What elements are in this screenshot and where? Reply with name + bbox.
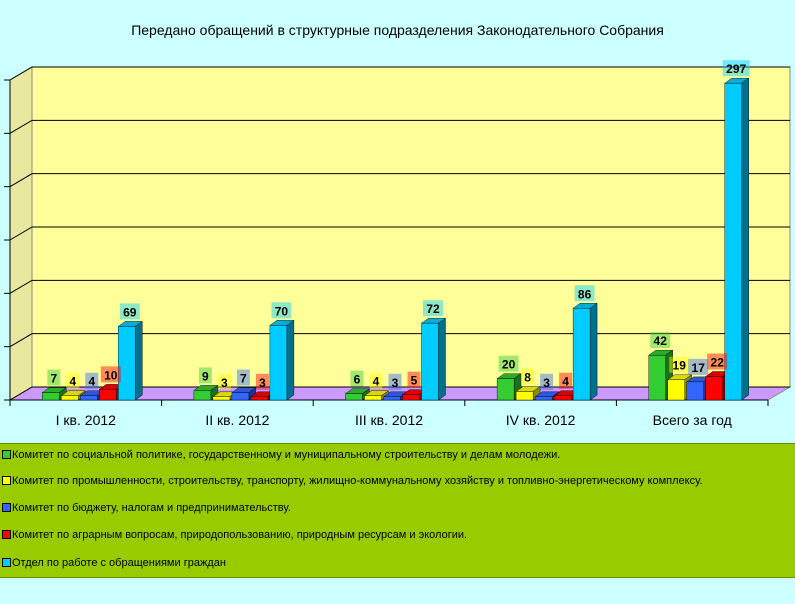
data-label-text: 6 [354,373,361,387]
data-label-text: 5 [411,374,418,388]
data-label: 3 [540,373,554,390]
data-label-text: 42 [654,334,668,348]
bar [724,77,750,401]
gridline [9,226,790,241]
data-label: 8 [521,368,535,385]
data-label: 7 [236,369,250,386]
gridline [9,66,790,81]
data-label-text: 4 [562,375,569,389]
x-tick-label: IV кв. 2012 [506,412,576,428]
legend-label: Комитет по промышленности, строительству… [12,475,703,487]
data-label: 3 [255,373,269,390]
data-label-text: 10 [104,368,118,382]
data-label: 17 [688,358,709,375]
data-label-text: 17 [692,361,706,375]
data-label-text: 3 [221,376,228,390]
gridlines [4,66,790,406]
data-label: 22 [707,353,728,370]
data-label: 4 [66,372,80,389]
data-label-text: 22 [711,356,725,370]
data-label: 7 [47,369,61,386]
data-label: 10 [100,366,121,383]
data-label-text: 4 [373,375,380,389]
data-label: 72 [423,300,443,317]
bar [117,321,143,401]
data-label: 9 [198,367,212,384]
data-label-text: 3 [259,376,266,390]
data-label: 20 [498,355,519,372]
legend-swatch [2,503,11,512]
gridline [9,333,790,348]
bars [41,77,750,401]
x-tick-labels: I кв. 2012 II кв. 2012 III кв. 2012 IV кв. … [56,412,732,428]
data-label-text: 86 [578,287,592,301]
legend-swatch [2,558,11,567]
legend-swatch [2,530,11,539]
bar [363,390,390,401]
data-label-text: 297 [726,62,746,76]
data-label: 70 [271,302,292,319]
data-label: 4 [369,372,383,389]
gridline [9,173,790,188]
gridline [9,119,790,134]
chart-title: Передано обращений в структурные подразд… [131,22,664,38]
data-label-text: 19 [673,359,687,373]
legend-swatch [2,476,11,485]
legend-swatch [2,450,11,459]
bar [515,386,541,401]
data-label: 5 [407,371,421,388]
data-label: 86 [574,285,595,302]
bar [41,387,67,401]
x-tick-label: Всего за год [653,412,732,428]
gridline [9,279,790,294]
data-label: 4 [85,372,99,389]
data-label-text: 4 [88,375,95,389]
data-label: 69 [119,303,140,320]
legend-label: Отдел по работе с обращениями граждан [12,557,226,569]
data-label: 3 [217,373,231,390]
x-tick-label: III кв. 2012 [355,412,423,428]
data-label-text: 8 [524,370,531,384]
data-label: 42 [650,332,671,349]
data-label-text: 7 [240,372,247,386]
data-label: 19 [669,356,690,373]
data-label-text: 3 [543,376,550,390]
data-label-text: 72 [426,302,440,316]
bar [344,388,371,401]
bar [269,319,295,401]
legend-label: Комитет по бюджету, налогам и предприним… [12,502,291,514]
bar [420,317,447,401]
data-label: 3 [388,373,402,390]
data-label-text: 7 [50,372,57,386]
data-label-text: 20 [502,358,516,372]
x-tick-label: I кв. 2012 [56,412,116,428]
data-label: 4 [559,372,573,389]
bar [572,302,598,401]
data-label: 297 [722,60,750,77]
data-label: 6 [350,370,364,387]
data-label-text: 70 [275,304,289,318]
data-label-text: 69 [123,305,137,319]
data-label-text: 4 [69,375,76,389]
data-label-text: 3 [392,376,399,390]
legend-label: Комитет по аграрным вопросам, природопол… [12,529,468,541]
legend: Комитет по социальной политике, государс… [0,443,795,578]
data-label-text: 9 [202,369,209,383]
legend-label: Комитет по социальной политике, государс… [12,449,561,461]
x-tick-label: II кв. 2012 [205,412,269,428]
